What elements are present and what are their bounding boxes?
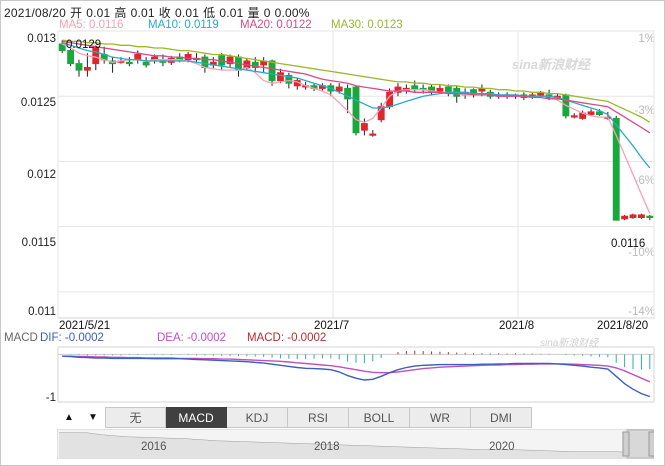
ma20-line	[62, 40, 651, 134]
sina-watermark: sina新浪财经	[512, 57, 591, 72]
candle-body	[277, 72, 284, 82]
candle-body	[377, 106, 385, 121]
x-tick: 2021/7	[314, 320, 350, 332]
tab-boll[interactable]: BOLL	[349, 407, 410, 428]
y-tick: 0.011	[28, 306, 56, 318]
tab-dmi[interactable]: DMI	[471, 407, 532, 428]
candle-body	[369, 133, 377, 136]
tab-rsi[interactable]: RSI	[288, 407, 349, 428]
candle-body	[646, 215, 654, 219]
legend-ma20: MA20: 0.0122	[240, 19, 312, 31]
info-date: 2021/08/20	[4, 6, 67, 20]
candle-body	[75, 63, 83, 71]
legend-ma10: MA10: 0.0119	[148, 19, 219, 31]
y-tick: 0.0125	[20, 97, 56, 109]
navigator-year: 2020	[489, 441, 515, 453]
macd-panel-border	[57, 346, 655, 403]
sina-watermark-small: sina新浪财经	[540, 338, 599, 349]
y-tick: 0.013	[27, 33, 56, 45]
candle-body	[184, 53, 192, 61]
x-tick: 2021/8/20	[597, 320, 649, 332]
x-tick: 2021/5/21	[59, 320, 111, 332]
info-volume: 0	[263, 6, 271, 20]
candle-body	[587, 111, 595, 115]
info-close-label: 收	[158, 6, 171, 20]
candle-body	[444, 86, 452, 93]
navigator-right-handle[interactable]	[648, 431, 656, 457]
min-price-annotation: 0.0116	[611, 238, 645, 250]
macd-y-tick: -1	[45, 392, 56, 404]
candle-body	[344, 87, 352, 100]
ma5-line	[61, 43, 651, 214]
indicator-tab-bar: ▲ ▼ 无 MACD KDJ RSI BOLL WR DMI	[57, 407, 532, 428]
info-volume-label: 量	[247, 6, 260, 20]
macd-dif-label: DIF: -0.0002	[40, 332, 104, 344]
candle-body	[637, 214, 645, 219]
navigator-left-handle[interactable]	[622, 431, 630, 457]
candle-body	[67, 50, 75, 65]
y-tick: 0.0115	[21, 237, 56, 249]
candle-body	[134, 53, 142, 61]
macd-dea-label: DEA: -0.0002	[157, 332, 227, 344]
candle-body	[352, 86, 360, 134]
candle-body	[285, 74, 293, 84]
dif-line	[62, 355, 651, 398]
candle-body	[226, 56, 234, 65]
candle-body	[335, 86, 343, 92]
navigator-year: 2018	[314, 441, 340, 453]
info-high-label: 高	[114, 6, 127, 20]
tab-wr[interactable]: WR	[410, 407, 471, 428]
y-tick: 0.012	[27, 169, 56, 181]
ma10-line	[62, 42, 651, 169]
pct-tick: -6%	[634, 175, 655, 187]
legend-ma30: MA30: 0.0123	[331, 19, 403, 31]
scroll-up-button[interactable]: ▲	[64, 412, 74, 423]
candle-body	[570, 115, 578, 118]
info-close: 0.01	[174, 6, 200, 20]
scroll-down-button[interactable]: ▼	[88, 412, 98, 423]
candle-body	[268, 60, 276, 82]
x-tick: 2021/8	[499, 320, 535, 332]
info-open-label: 开	[70, 6, 83, 20]
candle-body	[125, 61, 133, 65]
ohlc-info-bar: 2021/08/20 开 0.01 高 0.01 收 0.01 低 0.01 量 0 0.00%	[4, 4, 314, 21]
range-navigator[interactable]	[56, 428, 656, 460]
macd-value-label: MACD: -0.0002	[247, 332, 327, 344]
candle-body	[142, 61, 150, 66]
pct-tick: -3%	[634, 105, 655, 117]
ma30-line	[62, 39, 651, 123]
navigator-year: 2016	[141, 441, 167, 453]
macd-title: MACD	[4, 332, 38, 344]
tab-none[interactable]: 无	[105, 407, 166, 428]
candle-body	[595, 111, 603, 115]
info-high: 0.01	[130, 6, 155, 20]
candle-body	[394, 86, 402, 93]
pct-tick: -10%	[628, 247, 655, 259]
candle-body	[251, 61, 259, 69]
candle-body	[612, 117, 620, 221]
candle-body	[621, 215, 629, 220]
legend-ma5: MA5: 0.0116	[59, 19, 124, 31]
candle-body	[360, 123, 368, 131]
pct-tick: -14%	[628, 306, 655, 318]
navigator-overview	[56, 428, 656, 460]
info-open: 0.01	[86, 6, 111, 20]
candle-body	[92, 47, 100, 65]
candle-body	[629, 214, 637, 219]
tab-macd[interactable]: MACD	[166, 407, 227, 428]
info-low: 0.01	[219, 6, 244, 20]
candle-body	[436, 87, 444, 92]
tab-kdj[interactable]: KDJ	[227, 407, 288, 428]
info-change: 0.00%	[274, 6, 310, 20]
info-low-label: 低	[203, 6, 216, 20]
max-price-annotation: 0.0129	[66, 39, 101, 51]
candle-body	[83, 67, 91, 71]
pct-tick: 1%	[638, 33, 655, 45]
plot-area-border	[57, 30, 655, 319]
